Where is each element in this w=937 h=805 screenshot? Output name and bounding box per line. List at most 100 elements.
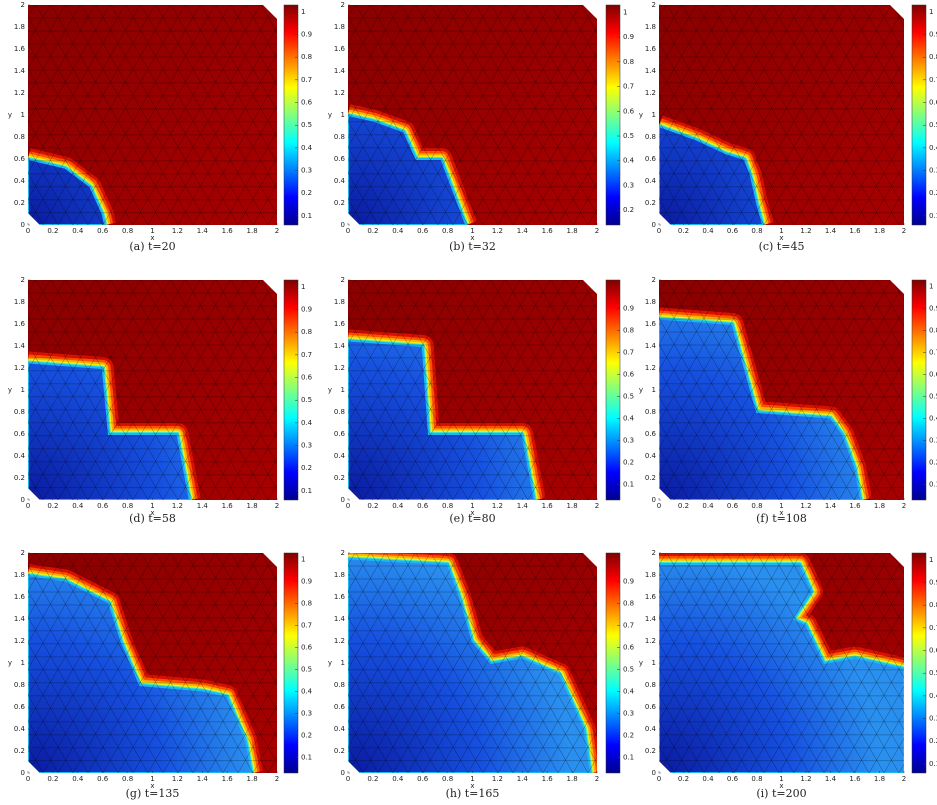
x-tick-label: 1.2 (172, 775, 183, 783)
x-tick-label: 1 (470, 775, 474, 783)
colorbar-label: 0.7 (623, 349, 634, 357)
colorbar-label: 0.7 (929, 349, 937, 357)
colorbar-label: 0.2 (929, 737, 937, 745)
y-tick-label: 0 (652, 221, 656, 229)
x-tick-label: 1.8 (247, 227, 258, 235)
x-tick-label: 2 (902, 227, 906, 235)
colorbar-label: 0.6 (929, 99, 937, 107)
y-axis-label: y (639, 111, 643, 119)
field (659, 280, 904, 500)
panel: 0 0.2 0.4 0.6 0.8 1 1.2 1.4 1.6 1.8 2 0 0.2 0.4 0.6 0.8… (639, 1, 937, 253)
colorbar-label: 0.4 (301, 688, 313, 696)
y-tick-label: 1.4 (645, 67, 657, 75)
x-tick-label: 1.4 (825, 227, 837, 235)
colorbar-label: 0.4 (929, 144, 937, 152)
colorbar-label: 0.5 (301, 396, 312, 404)
mesh (659, 5, 904, 225)
colorbar-label: 0.1 (623, 481, 634, 489)
caption: (g) t=135 (126, 787, 180, 800)
y-tick-label: 1.4 (14, 342, 26, 350)
y-tick-label: 1.2 (14, 637, 25, 645)
colorbar-label: 0.5 (301, 666, 312, 674)
x-tick-label: 1.4 (825, 775, 837, 783)
caption: (b) t=32 (449, 240, 496, 253)
mesh (28, 553, 277, 773)
x-tick-label: 0.8 (442, 502, 453, 510)
y-tick-label: 0.6 (334, 703, 346, 711)
x-tick-label: 0.8 (751, 775, 762, 783)
y-tick-label: 0.4 (14, 725, 26, 733)
y-axis-label: y (328, 111, 332, 119)
x-tick-label: 0.8 (122, 227, 133, 235)
phase-region (348, 339, 536, 500)
x-tick-label: 1.8 (874, 775, 885, 783)
x-tick-label: 0.2 (678, 502, 689, 510)
y-tick-label: 0.6 (645, 430, 657, 438)
colorbar-label: 0.4 (929, 692, 937, 700)
x-axis-label: x (150, 234, 154, 242)
x-tick-label: 0.4 (702, 227, 714, 235)
y-tick-label: 1.6 (645, 593, 657, 601)
y-tick-label: 0.2 (645, 199, 656, 207)
x-tick-label: 1 (779, 227, 783, 235)
mesh (659, 280, 904, 500)
colorbar-label: 1 (301, 8, 305, 16)
x-tick-label: 2 (275, 502, 279, 510)
y-tick-label: 1 (341, 386, 345, 394)
y-tick-label: 1.8 (14, 23, 25, 31)
phase-region (659, 317, 863, 500)
y-tick-label: 1.4 (14, 615, 26, 623)
colorbar-label: 0.8 (929, 601, 937, 609)
y-axis-label: y (8, 386, 12, 394)
x-tick-label: 1.4 (517, 775, 529, 783)
y-tick-label: 1.2 (645, 364, 656, 372)
y-tick-label: 0.2 (645, 747, 656, 755)
colorbar-label: 0.7 (301, 76, 312, 84)
colorbar-label: 0.6 (929, 371, 937, 379)
colorbar-label: 0.5 (301, 121, 312, 129)
y-tick-label: 1.8 (334, 571, 345, 579)
colorbar-label: 0.4 (929, 415, 937, 423)
caption: (h) t=165 (446, 787, 500, 800)
y-tick-label: 1 (21, 111, 25, 119)
y-tick-label: 1.8 (645, 571, 656, 579)
x-tick-label: 1.6 (849, 502, 861, 510)
x-tick-label: 2 (275, 227, 279, 235)
y-tick-label: 1.4 (334, 615, 346, 623)
y-tick-label: 1 (341, 659, 345, 667)
x-tick-label: 0.2 (367, 775, 378, 783)
x-tick-label: 0.4 (702, 775, 714, 783)
y-tick-label: 0 (21, 769, 25, 777)
y-tick-label: 0.6 (334, 430, 346, 438)
colorbar-label: 0.5 (623, 132, 634, 140)
x-tick-label: 0.2 (678, 227, 689, 235)
mesh (28, 5, 277, 225)
y-tick-label: 1.4 (14, 67, 26, 75)
y-tick-label: 0.4 (334, 725, 346, 733)
colorbar-label: 0.6 (623, 644, 635, 652)
field (348, 280, 597, 500)
x-tick-label: 1.2 (492, 775, 503, 783)
phase-region (659, 124, 765, 225)
y-tick-label: 2 (341, 1, 345, 9)
colorbar-label: 0.3 (301, 442, 312, 450)
colorbar (911, 552, 927, 774)
phase-region (348, 113, 468, 225)
x-tick-label: 0 (657, 227, 661, 235)
x-tick-label: 0.4 (392, 775, 404, 783)
y-tick-label: 1.4 (334, 342, 346, 350)
mesh (659, 553, 904, 773)
colorbar-label: 0.7 (929, 624, 937, 632)
x-tick-label: 1.2 (492, 502, 503, 510)
x-tick-label: 0.6 (97, 775, 109, 783)
x-tick-label: 0.2 (47, 502, 58, 510)
colorbar-label: 0.3 (623, 437, 634, 445)
caption: (a) t=20 (129, 240, 175, 253)
colorbar-label: 0.6 (623, 107, 635, 115)
colorbar-label: 0.3 (623, 710, 634, 718)
colorbar-label: 0.1 (929, 481, 937, 489)
x-tick-label: 2 (902, 502, 906, 510)
colorbar-label: 0.2 (623, 459, 634, 467)
phase-region (28, 157, 107, 225)
phase-region (28, 361, 192, 500)
